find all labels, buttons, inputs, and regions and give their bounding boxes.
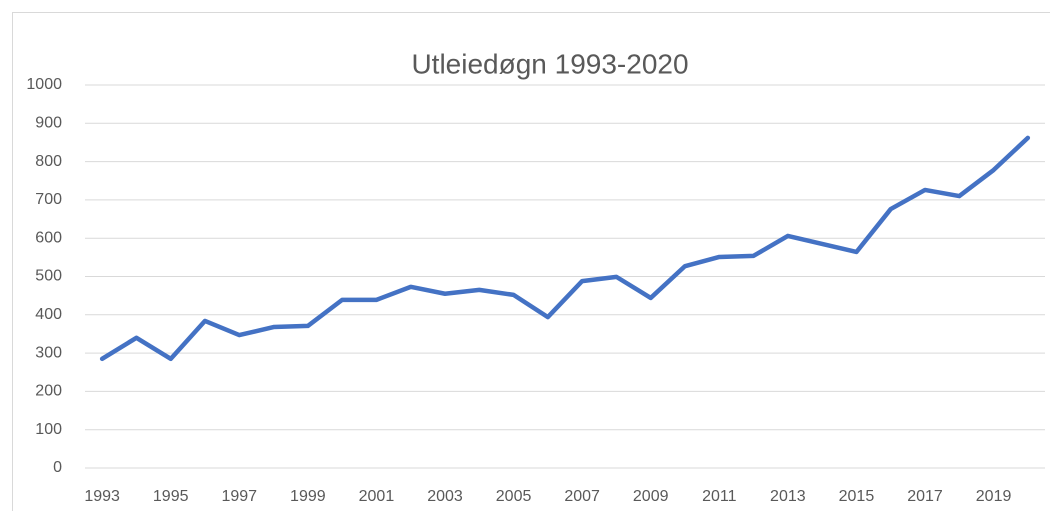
- x-tick-label: 2015: [839, 488, 875, 505]
- x-tick-label: 1999: [290, 488, 326, 505]
- x-tick-label: 2005: [496, 488, 532, 505]
- y-tick-label: 900: [35, 115, 62, 132]
- y-tick-label: 100: [35, 421, 62, 438]
- x-tick-label: 2001: [359, 488, 395, 505]
- x-tick-label: 2013: [770, 488, 806, 505]
- chart-title: Utleiedøgn 1993-2020: [411, 48, 688, 79]
- y-tick-label: 0: [53, 459, 62, 476]
- x-tick-label: 2011: [702, 488, 737, 505]
- y-tick-label: 400: [35, 306, 62, 323]
- x-tick-label: 2009: [633, 488, 669, 505]
- x-tick-label: 2007: [564, 488, 600, 505]
- y-tick-label: 300: [35, 344, 62, 361]
- x-tick-label: 2019: [976, 488, 1012, 505]
- data-line: [99, 135, 1031, 362]
- y-tick-label: 800: [35, 153, 62, 170]
- y-tick-label: 500: [35, 268, 62, 285]
- y-tick-label: 200: [35, 383, 62, 400]
- x-tick-label: 2017: [907, 488, 943, 505]
- x-tick-label: 1993: [84, 488, 120, 505]
- x-tick-label: 1997: [221, 488, 257, 505]
- y-tick-label: 700: [35, 191, 62, 208]
- chart-frame: [12, 12, 1050, 511]
- y-tick-label: 1000: [26, 76, 62, 93]
- y-tick-label: 600: [35, 229, 62, 246]
- x-tick-label: 2003: [427, 488, 463, 505]
- x-tick-label: 1995: [153, 488, 189, 505]
